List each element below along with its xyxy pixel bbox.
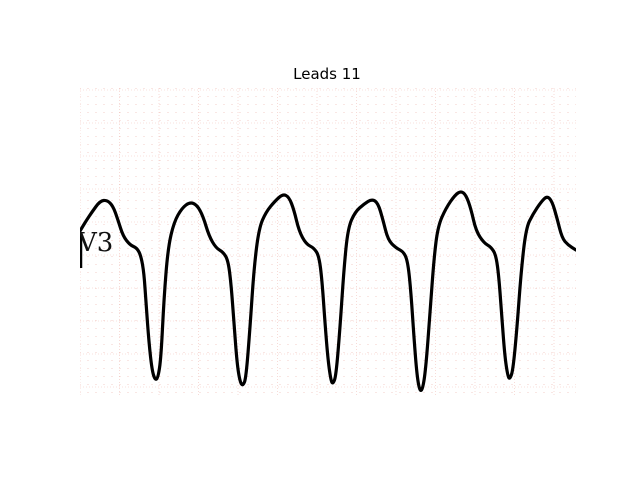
figure-title: Leads 11 [293, 65, 361, 83]
ecg-strip-svg: V3 [80, 88, 576, 395]
lead-label-v3: V3 [80, 228, 113, 258]
ecg-trace-waveform [80, 190, 576, 392]
ecg-strip-image: V3 [80, 88, 576, 395]
